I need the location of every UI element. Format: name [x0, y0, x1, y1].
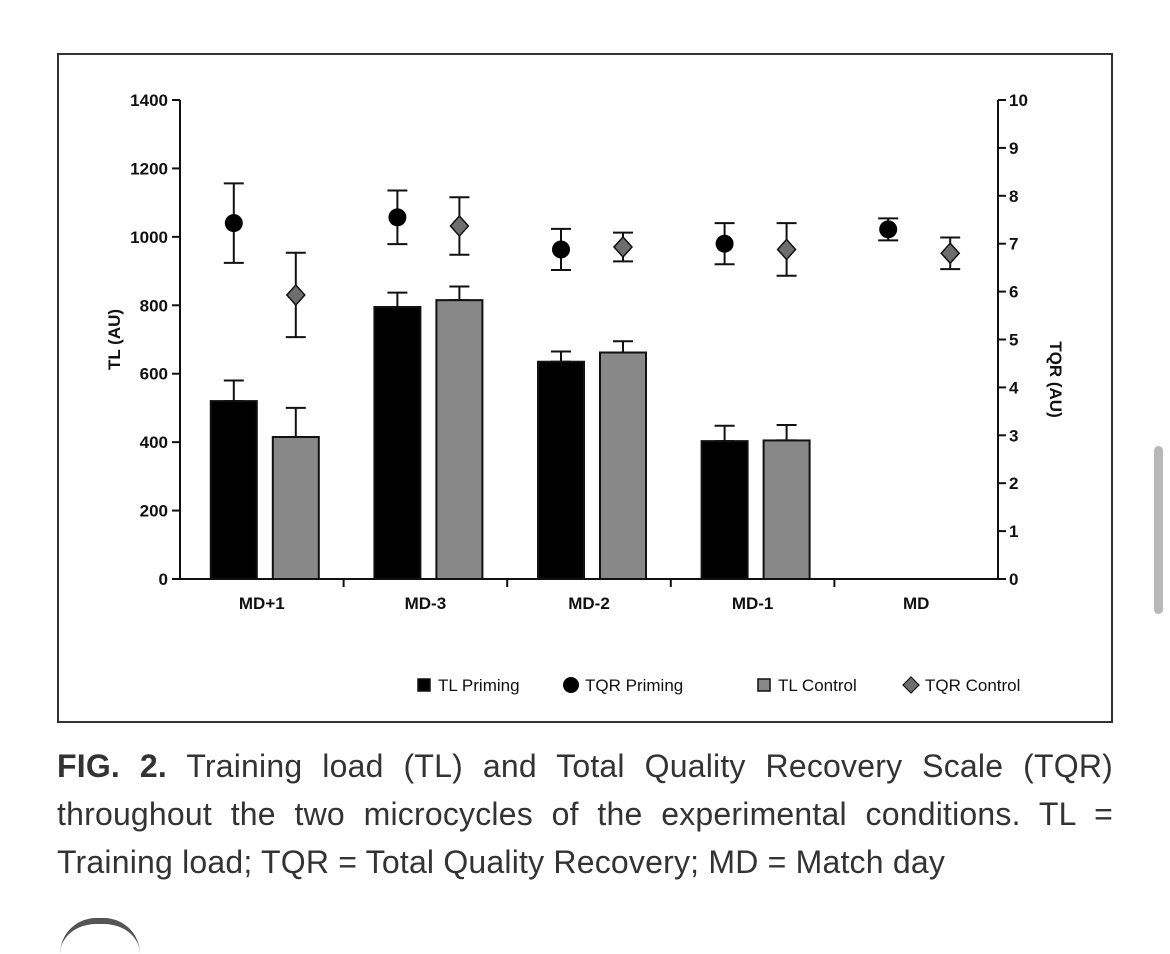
bar — [599, 351, 647, 580]
x-tick-label: MD — [903, 594, 929, 613]
legend-swatch — [563, 677, 579, 693]
point — [940, 242, 961, 265]
legend-swatch — [757, 678, 771, 692]
legend-label: TL Control — [778, 676, 857, 695]
point — [224, 214, 243, 233]
right-axis-title: TQR (AU) — [1046, 341, 1065, 417]
bar — [537, 360, 585, 580]
right-tick-label: 10 — [1009, 91, 1028, 110]
x-tick-label: MD-2 — [568, 594, 610, 613]
point — [449, 214, 470, 238]
left-axis-title: TL (AU) — [105, 309, 124, 370]
right-tick-label: 6 — [1009, 283, 1018, 302]
left-tick-label: 800 — [140, 296, 168, 315]
point — [715, 234, 734, 253]
legend-label: TQR Priming — [585, 676, 683, 695]
point — [879, 220, 898, 239]
legend-label: TL Priming — [438, 676, 520, 695]
bar — [435, 299, 484, 580]
caption-label: FIG. 2. — [57, 748, 168, 784]
bar — [271, 436, 320, 580]
chart-frame — [57, 53, 1113, 723]
right-tick-label: 3 — [1009, 426, 1018, 445]
point — [285, 283, 306, 307]
caption-text: Training load (TL) and Total Quality Rec… — [57, 748, 1113, 880]
point — [776, 238, 797, 261]
legend-label: TQR Control — [925, 676, 1020, 695]
right-tick-label: 0 — [1009, 570, 1018, 589]
right-tick-label: 4 — [1009, 378, 1019, 397]
right-tick-label: 1 — [1009, 522, 1018, 541]
right-tick-label: 2 — [1009, 474, 1018, 493]
figure-caption: FIG. 2. Training load (TL) and Total Qua… — [57, 742, 1113, 886]
left-tick-label: 200 — [140, 502, 168, 521]
left-tick-label: 1400 — [130, 91, 168, 110]
scrollbar-thumb[interactable] — [1154, 446, 1163, 614]
left-tick-label: 600 — [140, 365, 168, 384]
point — [612, 235, 634, 259]
bar — [700, 440, 749, 580]
right-tick-label: 8 — [1009, 187, 1018, 206]
left-tick-label: 1200 — [130, 159, 168, 178]
bar — [762, 439, 811, 580]
right-tick-label: 9 — [1009, 139, 1018, 158]
bar — [373, 305, 422, 580]
x-tick-label: MD-1 — [732, 594, 774, 613]
partial-icon — [60, 918, 140, 954]
legend-swatch — [417, 678, 431, 692]
point — [388, 208, 407, 227]
x-tick-label: MD+1 — [239, 594, 285, 613]
left-tick-label: 1000 — [130, 228, 168, 247]
left-tick-label: 400 — [140, 433, 168, 452]
x-tick-label: MD-3 — [405, 594, 447, 613]
left-tick-label: 0 — [159, 570, 168, 589]
chart-svg: 0 200 400 600 800 1000 1200 1400 0 1 2 3 4 5 6 7 8 9 10 TL … — [105, 91, 1065, 695]
legend-swatch — [902, 676, 920, 694]
bar — [209, 400, 258, 581]
right-tick-label: 7 — [1009, 235, 1018, 254]
right-tick-label: 5 — [1009, 331, 1018, 350]
point — [552, 240, 570, 259]
